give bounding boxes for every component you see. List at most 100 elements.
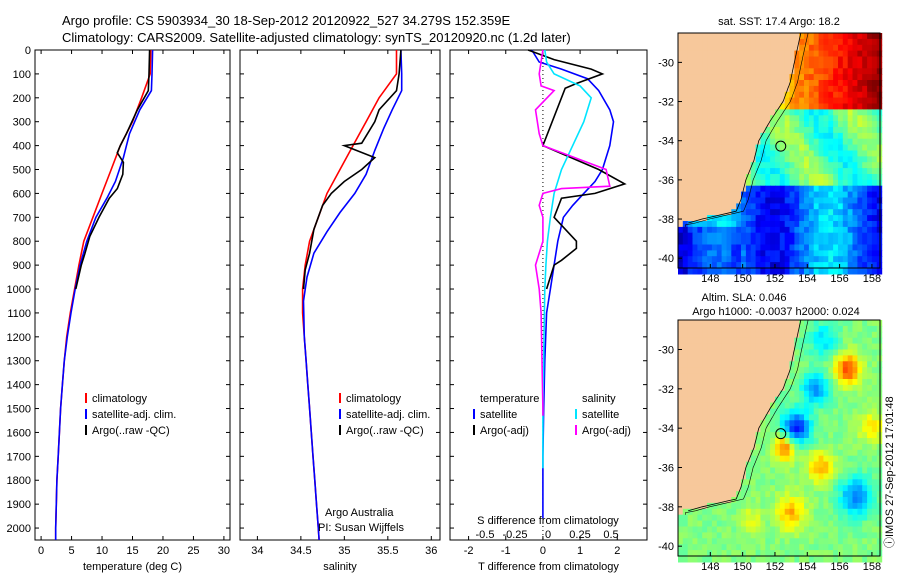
land-cell <box>687 379 694 386</box>
land-cell <box>794 320 800 327</box>
land-cell <box>697 38 703 46</box>
annotation-line-2: PI: Susan Wijffels <box>318 522 404 534</box>
ocean-cell <box>736 520 742 528</box>
land-cell <box>731 203 737 210</box>
ocean-cell <box>779 461 786 469</box>
ocean-cell <box>828 331 834 339</box>
ocean-cell <box>721 514 727 522</box>
land-cell <box>692 361 698 368</box>
ocean-cell <box>770 138 776 146</box>
land-cell <box>711 485 718 492</box>
land-cell <box>682 174 689 181</box>
temperature-panel: 0 5 10 15 20 25 300100200300400500600700800900… <box>7 45 231 573</box>
land-cell <box>721 85 727 93</box>
ocean-cell <box>833 191 839 199</box>
ocean-cell <box>760 209 766 216</box>
ocean-cell <box>867 349 873 356</box>
ocean-cell <box>813 426 820 433</box>
land-cell <box>760 44 766 52</box>
ocean-cell <box>808 497 815 504</box>
land-cell <box>736 85 742 93</box>
ocean-cell <box>697 538 703 545</box>
ocean-cell <box>838 156 844 163</box>
ocean-cell <box>779 232 786 240</box>
land-cell <box>721 168 727 175</box>
ocean-cell <box>828 97 834 105</box>
land-cell <box>687 179 694 187</box>
ocean-cell <box>779 268 786 275</box>
land-cell <box>721 132 727 140</box>
ocean-cell <box>750 491 757 498</box>
ocean-cell <box>842 256 849 263</box>
ocean-cell <box>808 449 815 457</box>
land-cell <box>760 50 766 58</box>
salinity-panel: 34 34.5 35 35.5 36salinityclimatologysatelli… <box>239 49 441 573</box>
land-cell <box>765 91 771 99</box>
ocean-cell <box>779 443 786 451</box>
land-cell <box>750 426 757 433</box>
land-cell <box>736 80 742 87</box>
ocean-cell <box>770 508 776 516</box>
land-cell <box>784 38 791 46</box>
map-x-tick-label: 154 <box>798 273 816 285</box>
ocean-cell <box>736 262 742 269</box>
ocean-cell <box>779 449 786 457</box>
land-cell <box>731 138 737 146</box>
ocean-cell <box>726 520 732 528</box>
land-cell <box>794 38 800 46</box>
ocean-cell <box>755 544 761 551</box>
land-cell <box>711 408 718 415</box>
ocean-cell <box>789 514 795 522</box>
x-tick-label: 15 <box>126 545 138 557</box>
ocean-cell <box>852 68 858 75</box>
land-cell <box>692 502 698 510</box>
ocean-cell <box>770 473 776 480</box>
ocean-cell <box>818 103 824 110</box>
land-cell <box>765 331 771 339</box>
land-cell <box>721 179 727 187</box>
ocean-cell <box>838 179 844 187</box>
land-cell <box>707 449 713 457</box>
land-cell <box>678 396 684 404</box>
map-y-tick-label: -34 <box>658 136 674 148</box>
ocean-cell <box>833 402 839 410</box>
ocean-cell <box>770 550 776 557</box>
ocean-cell <box>852 250 858 257</box>
ocean-cell <box>857 461 863 469</box>
land-cell <box>697 85 703 93</box>
ocean-cell <box>823 526 829 533</box>
land-cell <box>726 396 732 404</box>
land-cell <box>711 402 718 410</box>
ocean-cell <box>871 414 878 421</box>
land-cell <box>741 97 747 105</box>
ocean-cell <box>857 390 863 398</box>
ocean-cell <box>775 432 781 439</box>
ocean-cell <box>852 121 858 128</box>
ocean-cell <box>799 367 805 374</box>
land-cell <box>755 44 761 52</box>
land-cell <box>745 331 752 339</box>
ocean-cell <box>862 121 868 128</box>
ocean-cell <box>818 502 824 510</box>
ocean-cell <box>857 325 863 333</box>
land-cell <box>721 390 727 398</box>
land-cell <box>692 408 698 415</box>
ocean-cell <box>741 491 747 498</box>
ocean-cell <box>789 103 795 110</box>
ocean-cell <box>750 497 757 504</box>
land-cell <box>721 74 727 81</box>
land-cell <box>716 168 723 175</box>
ocean-cell <box>750 455 757 463</box>
land-cell <box>702 355 708 362</box>
ocean-cell <box>828 138 834 146</box>
ocean-cell <box>818 420 824 427</box>
land-cell <box>726 50 732 58</box>
ocean-cell <box>697 508 703 516</box>
ocean-cell <box>770 156 776 163</box>
land-cell <box>682 461 689 469</box>
ocean-cell <box>765 532 771 539</box>
land-cell <box>775 343 781 351</box>
ocean-cell <box>838 320 844 327</box>
land-cell <box>770 33 776 40</box>
ocean-cell <box>833 85 839 93</box>
